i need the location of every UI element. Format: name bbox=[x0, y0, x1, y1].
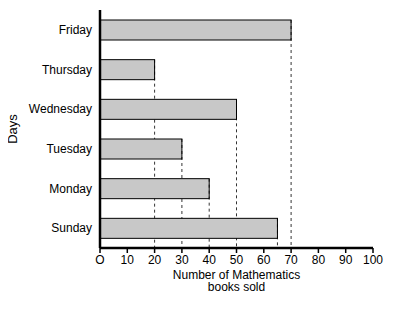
svg-text:O: O bbox=[95, 253, 104, 267]
svg-text:Thursday: Thursday bbox=[42, 63, 92, 77]
svg-text:Tuesday: Tuesday bbox=[46, 142, 92, 156]
svg-text:80: 80 bbox=[312, 253, 326, 267]
svg-text:30: 30 bbox=[175, 253, 189, 267]
svg-text:Number of Mathematicsbooks sol: Number of Mathematicsbooks sold bbox=[173, 268, 300, 294]
svg-text:60: 60 bbox=[257, 253, 271, 267]
svg-text:Days: Days bbox=[8, 114, 20, 144]
svg-text:20: 20 bbox=[148, 253, 162, 267]
svg-text:90: 90 bbox=[339, 253, 353, 267]
svg-text:Sunday: Sunday bbox=[51, 221, 92, 235]
svg-text:100: 100 bbox=[363, 253, 383, 267]
svg-text:Friday: Friday bbox=[59, 23, 92, 37]
svg-text:Wednesday: Wednesday bbox=[29, 102, 92, 116]
svg-text:70: 70 bbox=[284, 253, 298, 267]
svg-text:10: 10 bbox=[121, 253, 135, 267]
svg-text:Monday: Monday bbox=[49, 182, 92, 196]
svg-text:40: 40 bbox=[203, 253, 217, 267]
svg-text:50: 50 bbox=[230, 253, 244, 267]
